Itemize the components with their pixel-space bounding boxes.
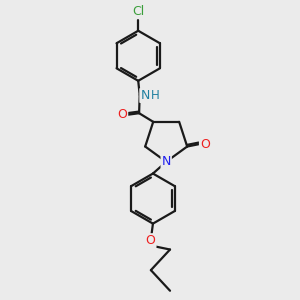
Text: N: N bbox=[161, 155, 171, 168]
Text: O: O bbox=[200, 138, 210, 151]
Text: O: O bbox=[146, 234, 155, 247]
Text: O: O bbox=[117, 108, 127, 121]
Text: H: H bbox=[151, 89, 159, 102]
Text: Cl: Cl bbox=[132, 5, 144, 18]
Text: N: N bbox=[140, 89, 150, 102]
